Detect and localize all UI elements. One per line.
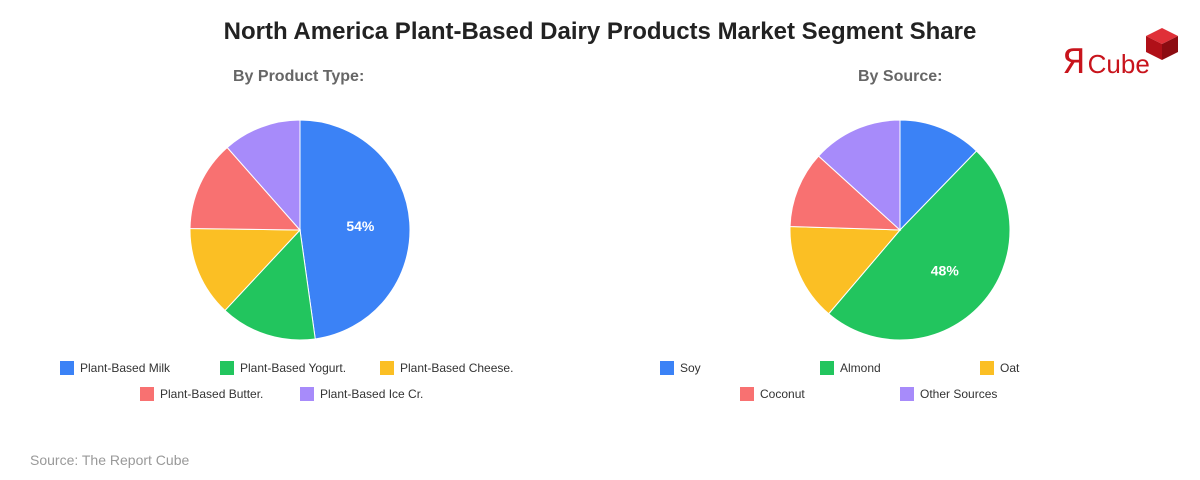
- logo-word: Cube: [1087, 49, 1150, 79]
- pie-slice-plant-based-yogurt[interactable]: [224, 228, 316, 341]
- pie-slice-oat[interactable]: [789, 225, 902, 315]
- legend-label: Plant-Based Yogurt.: [240, 361, 347, 375]
- source-panel: By Source: 48% Soy Almond Oat Coconut Other …: [600, 60, 1200, 420]
- legend-swatch: [660, 361, 674, 375]
- pie-slice-plant-based-milk[interactable]: [299, 119, 411, 340]
- legend-label: Oat: [1000, 361, 1020, 375]
- legend-label: Soy: [680, 361, 701, 375]
- legend-item-coconut[interactable]: Coconut: [740, 386, 805, 402]
- legend-swatch: [900, 387, 914, 401]
- legend-swatch: [60, 361, 74, 375]
- source-pie: 48%: [789, 119, 1011, 341]
- legend-item-other-sources[interactable]: Other Sources: [900, 386, 997, 402]
- pie-slice-almond[interactable]: [827, 150, 1011, 341]
- source-note: Source: The Report Cube: [30, 452, 190, 468]
- legend-item-plant-based-butter[interactable]: Plant-Based Butter.: [140, 386, 263, 402]
- legend-label: Coconut: [760, 387, 805, 401]
- cube-icon: [1146, 28, 1178, 60]
- logo-text: ЯCube: [1062, 42, 1150, 82]
- pie-slice-coconut[interactable]: [789, 155, 902, 231]
- source-subtitle: By Source:: [858, 68, 943, 85]
- legend-swatch: [980, 361, 994, 375]
- legend-item-plant-based-ice-cr[interactable]: Plant-Based Ice Cr.: [300, 386, 423, 402]
- pie-slice-plant-based-butter[interactable]: [189, 146, 302, 231]
- legend-item-plant-based-cheese[interactable]: Plant-Based Cheese.: [380, 360, 513, 376]
- slice-data-label: 54%: [346, 218, 375, 234]
- legend-swatch: [300, 387, 314, 401]
- legend-item-soy[interactable]: Soy: [660, 360, 701, 376]
- logo-mark: Я: [1062, 42, 1086, 82]
- slice-data-label: 48%: [931, 263, 960, 279]
- legend-label: Plant-Based Cheese.: [400, 361, 514, 375]
- legend-label: Plant-Based Butter.: [160, 387, 264, 401]
- legend-label: Almond: [840, 361, 881, 375]
- legend-item-plant-based-milk[interactable]: Plant-Based Milk: [60, 360, 170, 376]
- product-type-panel: By Product Type: 54% Plant-Based Milk Pla…: [0, 60, 600, 420]
- pie-slice-soy[interactable]: [899, 119, 978, 232]
- legend-item-plant-based-yogurt[interactable]: Plant-Based Yogurt.: [220, 360, 346, 376]
- legend-swatch: [820, 361, 834, 375]
- brand-logo: ЯCube: [1062, 26, 1182, 82]
- legend-item-oat[interactable]: Oat: [980, 360, 1019, 376]
- legend-swatch: [140, 387, 154, 401]
- legend-item-almond[interactable]: Almond: [820, 360, 881, 376]
- pie-slice-other-sources[interactable]: [817, 119, 901, 232]
- legend-swatch: [380, 361, 394, 375]
- legend-label: Other Sources: [920, 387, 998, 401]
- legend-label: Plant-Based Milk: [80, 361, 171, 375]
- pie-slice-plant-based-cheese[interactable]: [189, 227, 302, 312]
- legend-swatch: [740, 387, 754, 401]
- pie-slice-plant-based-ice-cr[interactable]: [226, 119, 301, 232]
- legend-label: Plant-Based Ice Cr.: [320, 387, 424, 401]
- legend-swatch: [220, 361, 234, 375]
- product-type-pie: 54%: [189, 119, 411, 341]
- chart-title: North America Plant-Based Dairy Products…: [223, 18, 977, 45]
- product-type-subtitle: By Product Type:: [233, 68, 365, 85]
